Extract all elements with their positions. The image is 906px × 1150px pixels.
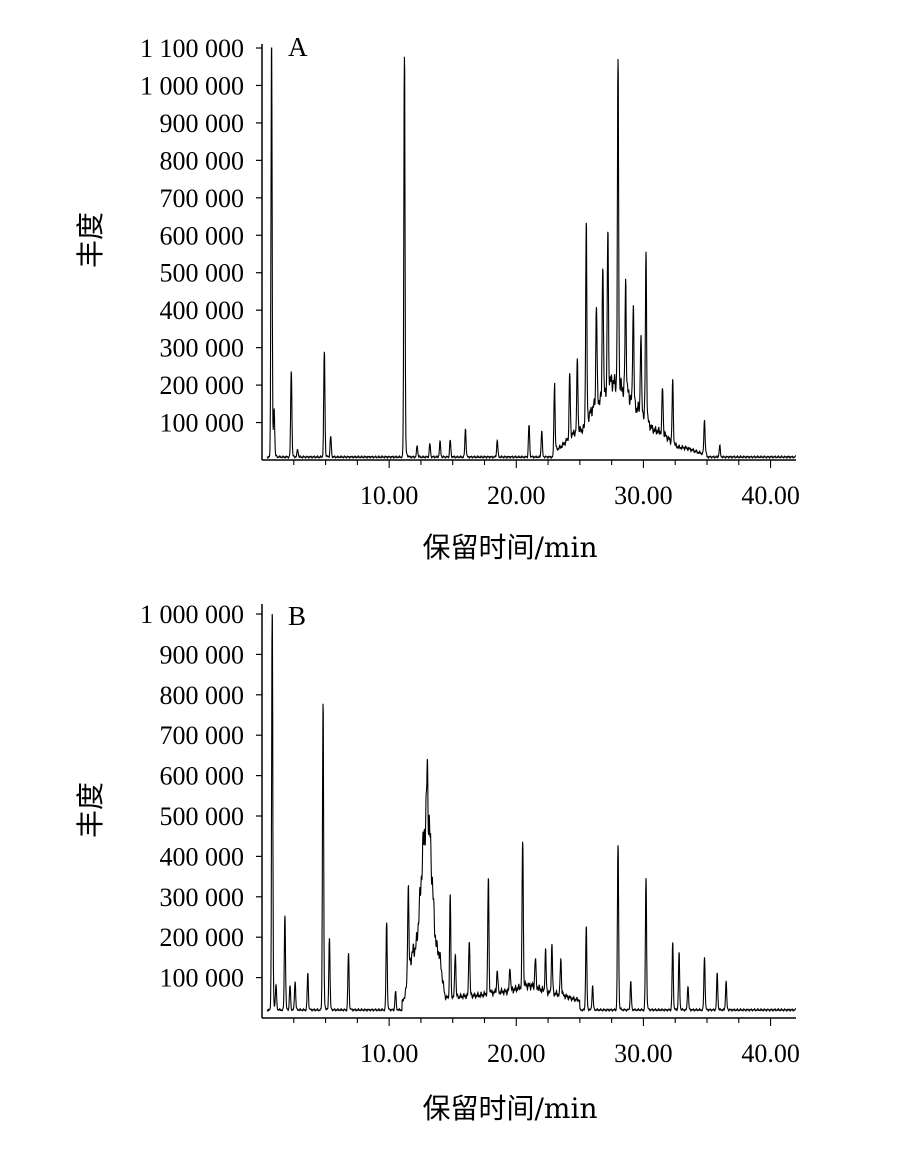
y-tick-label: 200 000 <box>160 371 245 400</box>
y-tick-label: 300 000 <box>160 334 245 363</box>
y-tick-label: 400 000 <box>160 296 245 325</box>
panel-b-y-title: 丰度 <box>74 782 107 838</box>
y-tick-label: 400 000 <box>160 842 245 871</box>
panel-a: 100 000 200 000 300 000 400 000 500 000 600 0… <box>74 32 800 564</box>
y-tick-label: 600 000 <box>160 762 245 791</box>
y-tick-label: 800 000 <box>160 146 245 175</box>
panel-a-y-ticks: 100 000 200 000 300 000 400 000 500 000 600 0… <box>140 34 262 438</box>
panel-a-y-title: 丰度 <box>74 212 107 268</box>
panel-b-trace <box>266 613 797 1013</box>
x-tick-label: 10.00 <box>360 481 419 510</box>
y-tick-label: 500 000 <box>160 802 245 831</box>
y-tick-label: 900 000 <box>160 640 245 669</box>
y-tick-label: 200 000 <box>160 923 245 952</box>
panel-a-label: A <box>288 32 308 62</box>
panel-b-x-ticks: 10.00 20.00 30.00 40.00 <box>293 1018 800 1068</box>
x-tick-label: 30.00 <box>614 1039 673 1068</box>
y-tick-label: 900 000 <box>160 109 245 138</box>
y-tick-label: 100 000 <box>160 409 245 438</box>
y-tick-label: 700 000 <box>160 184 245 213</box>
y-tick-label: 700 000 <box>160 721 245 750</box>
panel-b-label: B <box>288 601 306 631</box>
panel-b-y-ticks: 100 000 200 000 300 000 400 000 500 000 600 0… <box>140 600 262 993</box>
panel-a-x-ticks: 10.00 20.00 30.00 40.00 <box>293 460 800 510</box>
panel-a-trace <box>266 47 797 460</box>
x-tick-label: 20.00 <box>487 481 546 510</box>
y-tick-label: 1 000 000 <box>140 71 244 100</box>
x-tick-label: 30.00 <box>614 481 673 510</box>
panel-b-x-title: 保留时间/min <box>423 1092 598 1125</box>
y-tick-label: 800 000 <box>160 681 245 710</box>
x-tick-label: 20.00 <box>487 1039 546 1068</box>
y-tick-label: 100 000 <box>160 964 245 993</box>
y-tick-label: 600 000 <box>160 221 245 250</box>
x-tick-label: 40.00 <box>741 481 800 510</box>
panel-a-x-title: 保留时间/min <box>423 531 598 564</box>
y-tick-label: 500 000 <box>160 259 245 288</box>
y-tick-label: 300 000 <box>160 883 245 912</box>
x-tick-label: 40.00 <box>741 1039 800 1068</box>
x-tick-label: 10.00 <box>360 1039 419 1068</box>
panel-b: 100 000 200 000 300 000 400 000 500 000 600 0… <box>74 600 800 1125</box>
y-tick-label: 1 100 000 <box>140 34 244 63</box>
y-tick-label: 1 000 000 <box>140 600 244 629</box>
